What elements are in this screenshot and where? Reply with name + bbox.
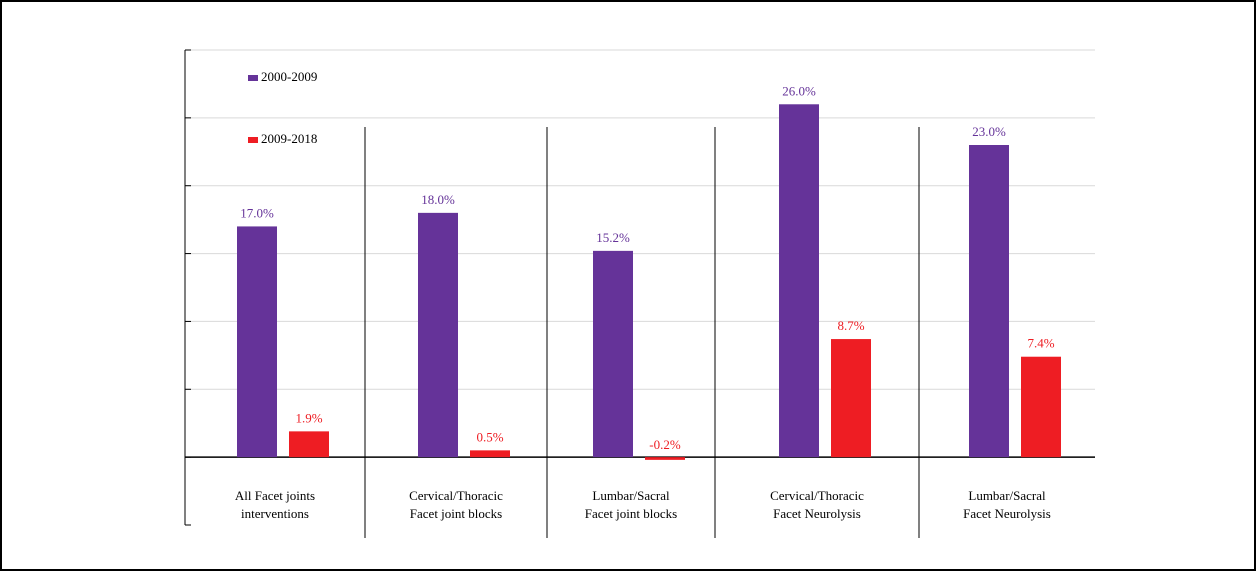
category-label: interventions — [241, 506, 309, 521]
data-label: 15.2% — [596, 230, 630, 245]
legend-label: 2000-2009 — [261, 69, 317, 84]
category-label: Lumbar/Sacral — [968, 488, 1046, 503]
data-label: 26.0% — [782, 83, 816, 98]
gridlines — [185, 49, 1095, 390]
data-label: 18.0% — [421, 192, 455, 207]
data-label: 0.5% — [476, 429, 503, 444]
category-separators — [364, 127, 920, 538]
category-label: Facet joint blocks — [410, 506, 502, 521]
legend-label: 2009-2018 — [261, 131, 317, 146]
bar-2009-2018-5 — [1021, 356, 1061, 458]
category-label: All Facet joints — [235, 488, 315, 503]
bar-2009-2018-4 — [831, 339, 871, 458]
category-label: Facet Neurolysis — [773, 506, 861, 521]
data-label: 8.7% — [837, 318, 864, 333]
bar-2009-2018-3 — [645, 457, 685, 460]
data-label: 23.0% — [972, 124, 1006, 139]
y-axis — [184, 49, 1095, 526]
category-label: Facet Neurolysis — [963, 506, 1051, 521]
bar-2000-2009-5 — [969, 145, 1009, 458]
bar-2000-2009-4 — [779, 104, 819, 458]
data-label: 1.9% — [295, 410, 322, 425]
category-label: Facet joint blocks — [585, 506, 677, 521]
bar-2009-2018-2 — [470, 450, 510, 458]
legend: 2000-2009 2009-2018 — [248, 69, 317, 146]
bar-2000-2009-1 — [237, 226, 277, 458]
category-label: Cervical/Thoracic — [409, 488, 503, 503]
data-label: -0.2% — [649, 437, 681, 452]
bar-2009-2018-1 — [289, 431, 329, 458]
data-labels: 17.0% 1.9% 18.0% 0.5% 15.2% -0.2% 26.0% 8.7% 23.… — [240, 83, 1055, 452]
data-label: 7.4% — [1027, 336, 1054, 351]
bar-2000-2009-3 — [593, 250, 633, 458]
legend-swatch — [248, 137, 258, 143]
bars — [237, 104, 1061, 460]
category-labels: All Facet joints interventions Cervical/Th… — [235, 488, 1051, 521]
data-label: 17.0% — [240, 205, 274, 220]
legend-swatch — [248, 75, 258, 81]
category-label: Cervical/Thoracic — [770, 488, 864, 503]
category-label: Lumbar/Sacral — [592, 488, 670, 503]
bar-2000-2009-2 — [418, 212, 458, 458]
